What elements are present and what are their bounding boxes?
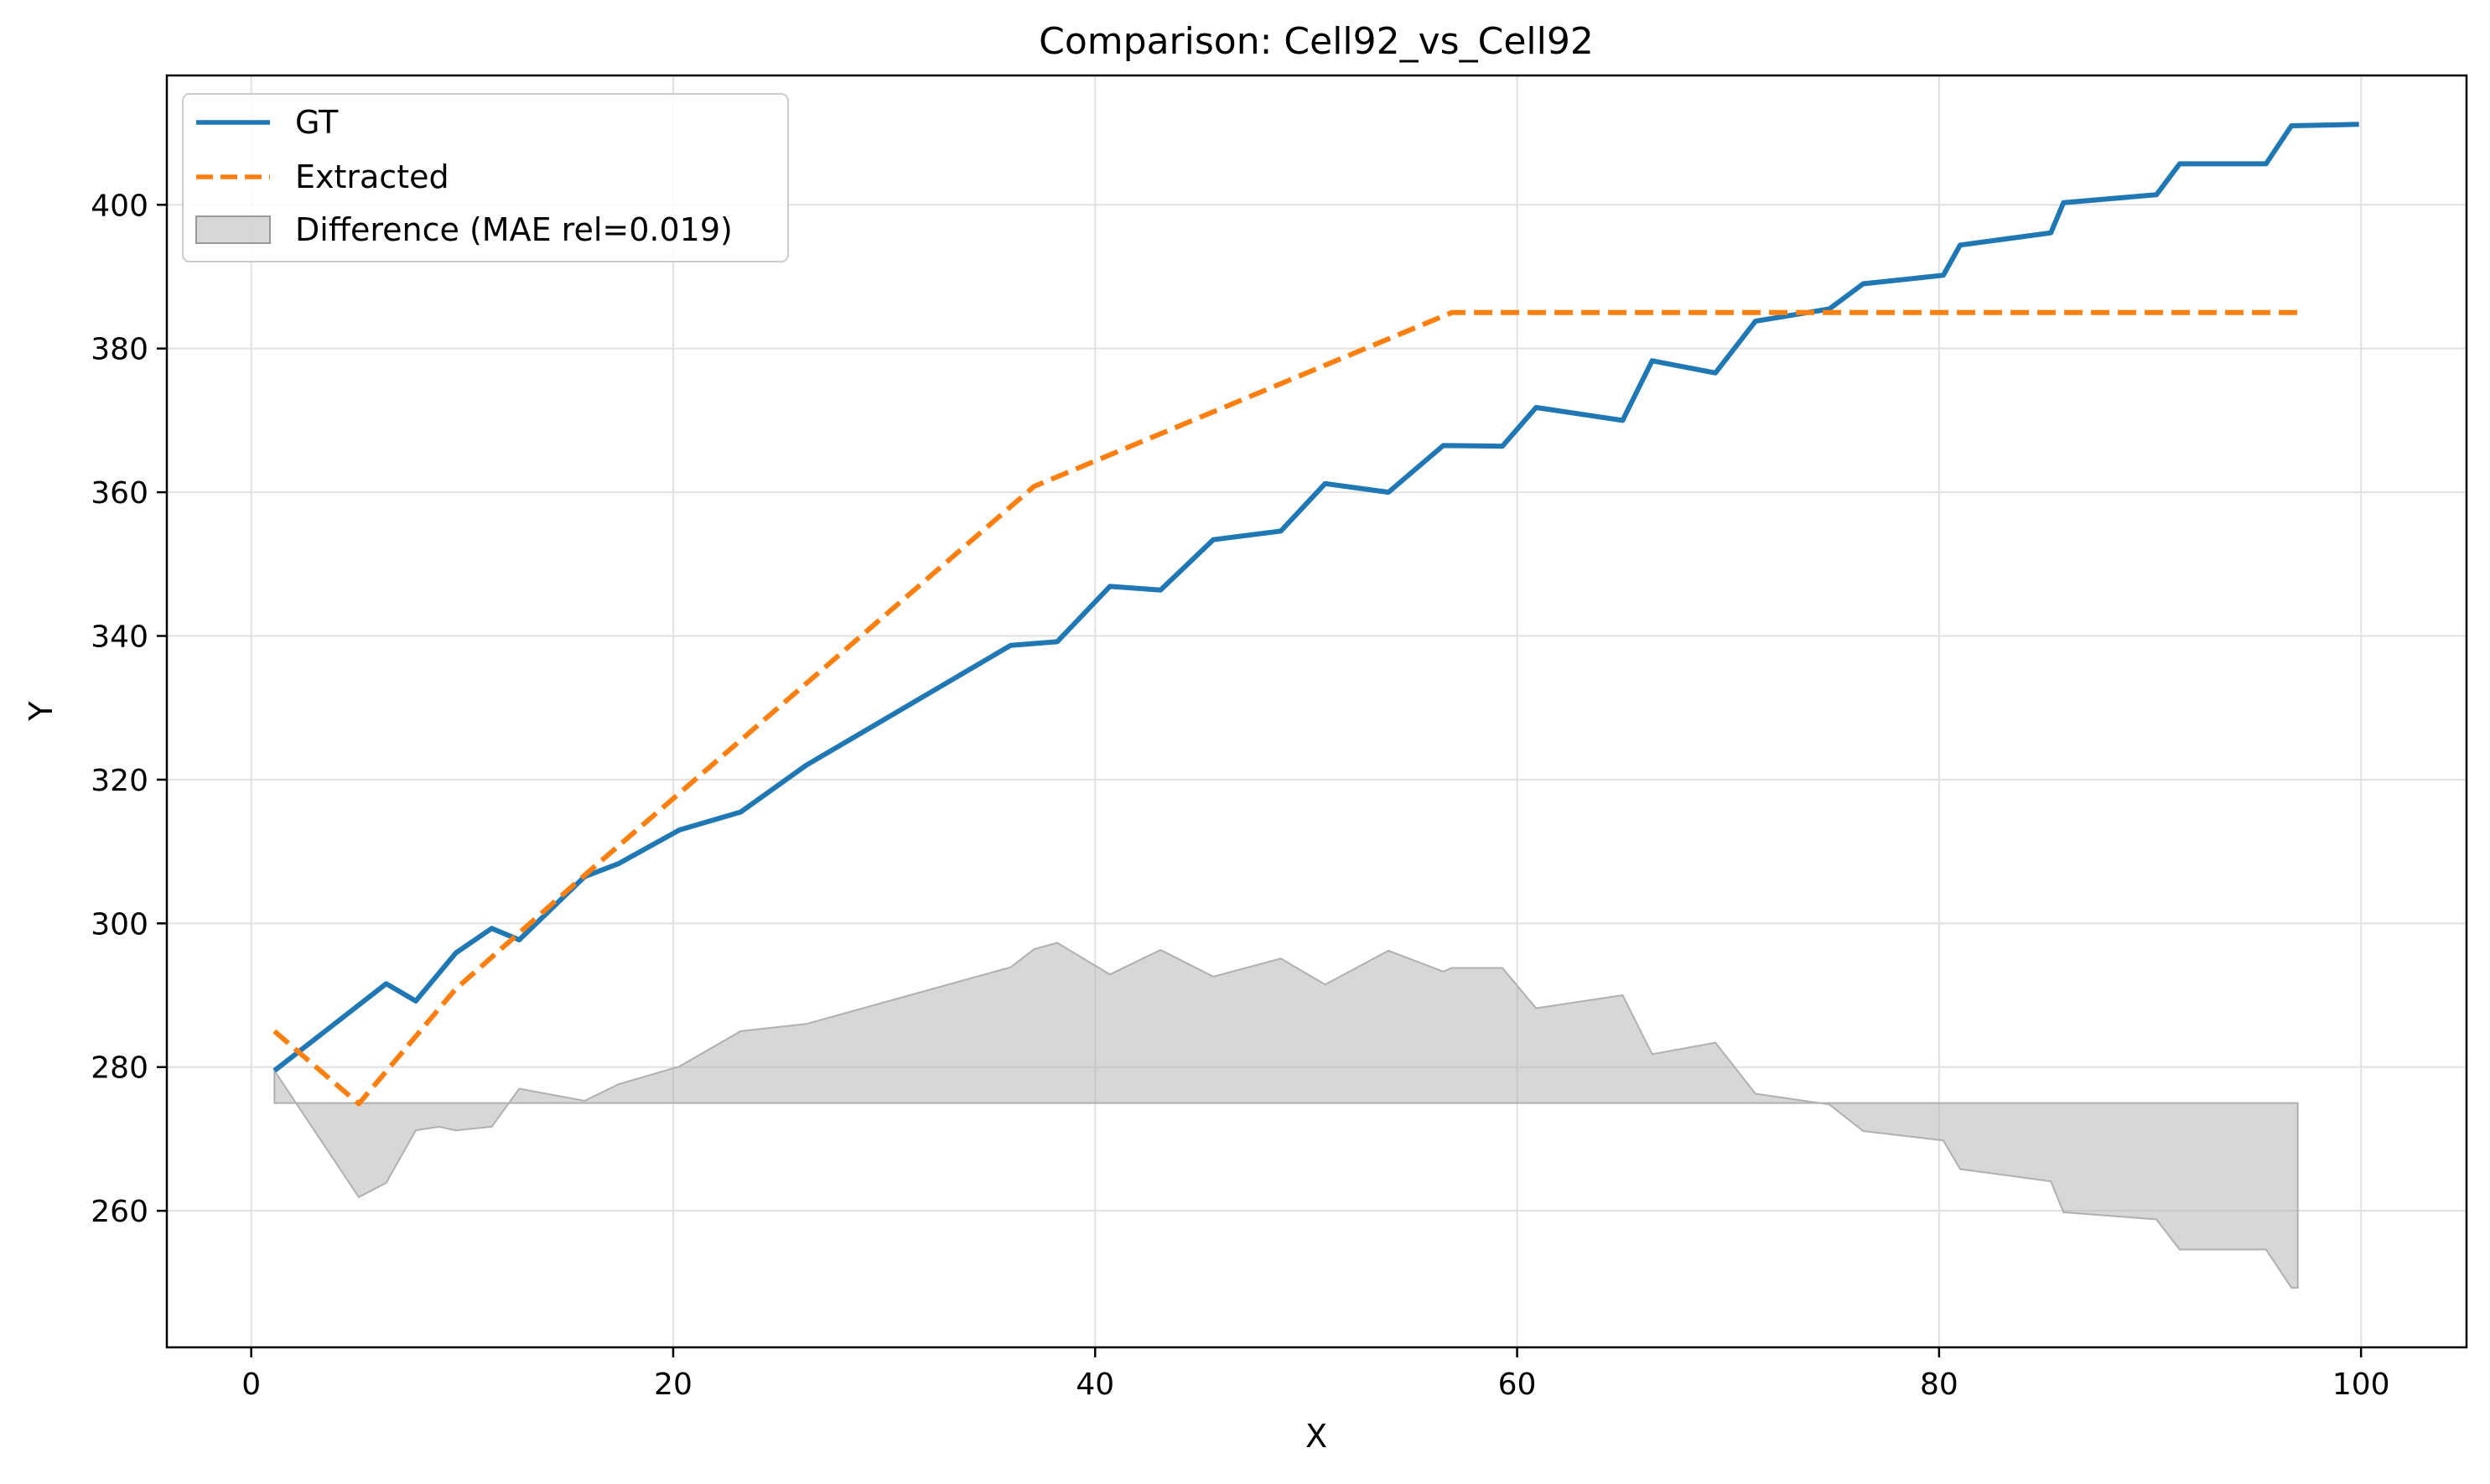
y-tick-label: 380 bbox=[91, 333, 148, 367]
chart-title: Comparison: Cell92_vs_Cell92 bbox=[1039, 20, 1594, 63]
legend-extracted-label: Extracted bbox=[295, 158, 449, 195]
y-tick-label: 260 bbox=[91, 1195, 148, 1229]
legend-difference-label: Difference (MAE rel=0.019) bbox=[295, 211, 733, 248]
y-tick-label: 300 bbox=[91, 907, 148, 942]
y-tick-label: 280 bbox=[91, 1051, 148, 1086]
axis-ticks: 0 20 40 60 80 100 260 280 300 320 340 360 380 400 bbox=[91, 189, 2389, 1402]
x-tick-label: 0 bbox=[241, 1367, 261, 1402]
legend: GT Extracted Difference (MAE rel=0.019) bbox=[182, 93, 789, 262]
y-tick-label: 400 bbox=[91, 189, 148, 223]
legend-difference-swatch bbox=[195, 215, 271, 244]
x-tick-label: 20 bbox=[654, 1367, 693, 1402]
series-layer bbox=[272, 122, 2359, 1107]
x-tick-label: 40 bbox=[1076, 1367, 1114, 1402]
y-axis-label: Y bbox=[23, 701, 60, 722]
difference-fill-layer bbox=[273, 942, 2299, 1289]
y-tick-label: 360 bbox=[91, 476, 148, 511]
plot-area-frame bbox=[165, 74, 2468, 1349]
y-tick-label: 320 bbox=[91, 764, 148, 798]
legend-box bbox=[182, 93, 789, 262]
x-tick-label: 80 bbox=[1920, 1367, 1958, 1402]
x-axis-label: X bbox=[1305, 1418, 1327, 1455]
y-tick-label: 340 bbox=[91, 620, 148, 655]
x-tick-label: 60 bbox=[1498, 1367, 1537, 1402]
extracted-series-line bbox=[272, 309, 2298, 1107]
legend-gt-label: GT bbox=[295, 104, 339, 141]
difference-area bbox=[273, 942, 2299, 1289]
grid-lines bbox=[167, 75, 2467, 1347]
x-tick-label: 100 bbox=[2332, 1367, 2390, 1402]
